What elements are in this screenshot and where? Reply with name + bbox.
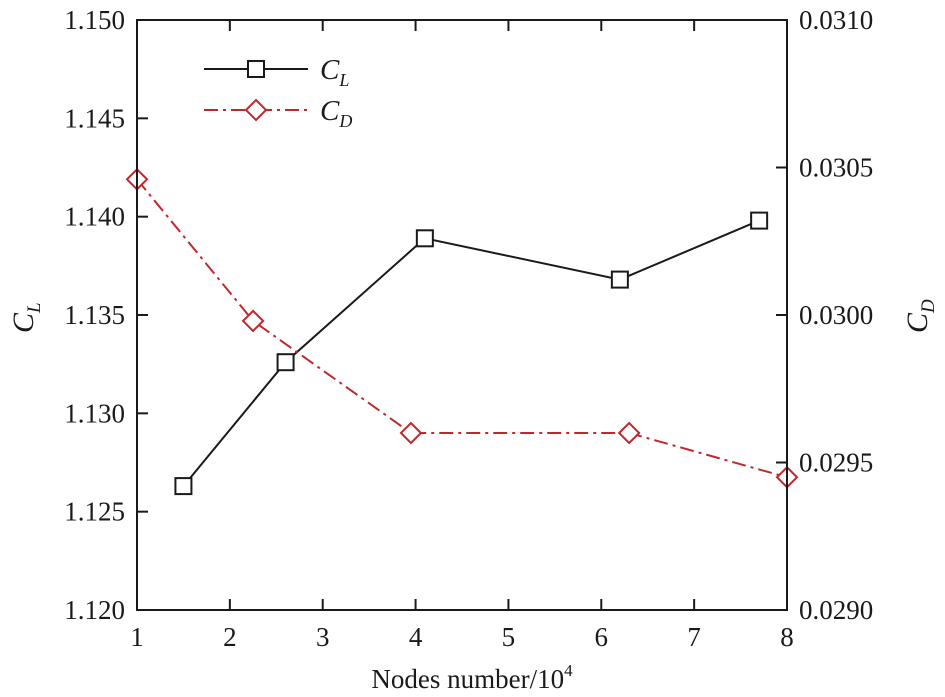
legend-cd-diamond-marker <box>244 98 268 122</box>
y-right-tick-label: 0.0310 <box>799 5 873 35</box>
x-axis-label-text: Nodes number/10 <box>371 664 564 694</box>
data-point-square <box>610 270 629 289</box>
series-line <box>182 219 760 487</box>
tick-labels: 1 2 3 4 5 6 7 8 1.120 1.125 1.130 1.135 1.140 1.145 1.… <box>64 5 873 652</box>
series-c-d <box>125 167 799 489</box>
legend-cl-label-main: C <box>320 54 340 86</box>
series-line <box>136 178 788 479</box>
legend-cl-label-sub: L <box>338 70 349 90</box>
data-point-square <box>750 211 769 230</box>
legend-cl-label: CL <box>320 54 349 90</box>
x-tick-label: 7 <box>687 622 701 652</box>
plot-frame <box>136 19 788 611</box>
y-right-tick-label: 0.0295 <box>799 448 873 478</box>
data-point-diamond <box>241 309 265 333</box>
ticks <box>136 19 788 611</box>
y-left-tick-label: 1.140 <box>64 202 125 232</box>
x-tick-label: 6 <box>595 622 609 652</box>
x-tick-label: 2 <box>223 622 237 652</box>
series-c-l <box>174 211 769 496</box>
x-tick-label: 5 <box>502 622 516 652</box>
data-point-square <box>415 229 434 248</box>
legend-item-cd: CD <box>204 95 352 131</box>
data-point-square <box>276 353 295 372</box>
y-left-tick-label: 1.135 <box>64 300 125 330</box>
data-point-diamond <box>617 421 641 445</box>
y-right-tick-label: 0.0305 <box>799 153 873 183</box>
legend-cd-label: CD <box>320 95 352 131</box>
x-tick-label: 4 <box>409 622 423 652</box>
x-tick-label: 8 <box>780 622 794 652</box>
y-axis-left-label-main: C <box>7 312 40 333</box>
legend: CL CD <box>204 54 352 131</box>
legend-item-cl: CL <box>204 54 349 90</box>
data-point-diamond <box>399 421 423 445</box>
y-right-tick-label: 0.0300 <box>799 300 873 330</box>
y-axis-right-label-sub: D <box>918 299 939 314</box>
x-axis-label-superscript: 4 <box>564 661 573 680</box>
y-left-tick-label: 1.150 <box>64 5 125 35</box>
y-axis-left-label-sub: L <box>24 302 45 314</box>
y-axis-left-label: CL <box>7 302 45 333</box>
data-point-square <box>174 477 193 496</box>
x-tick-label: 1 <box>130 622 144 652</box>
y-right-tick-label: 0.0290 <box>799 595 873 625</box>
series-layer <box>125 167 799 496</box>
x-tick-label: 3 <box>316 622 330 652</box>
x-axis-label: Nodes number/104 <box>371 661 573 694</box>
y-left-tick-label: 1.125 <box>64 497 125 527</box>
y-axis-right-label: CD <box>901 299 939 333</box>
legend-cd-label-main: C <box>320 95 340 127</box>
y-left-tick-label: 1.130 <box>64 398 125 428</box>
legend-cd-label-sub: D <box>338 111 352 131</box>
y-left-tick-label: 1.120 <box>64 595 125 625</box>
legend-cl-square-marker <box>247 60 265 78</box>
y-axis-right-label-main: C <box>901 312 934 333</box>
y-left-tick-label: 1.145 <box>64 103 125 133</box>
